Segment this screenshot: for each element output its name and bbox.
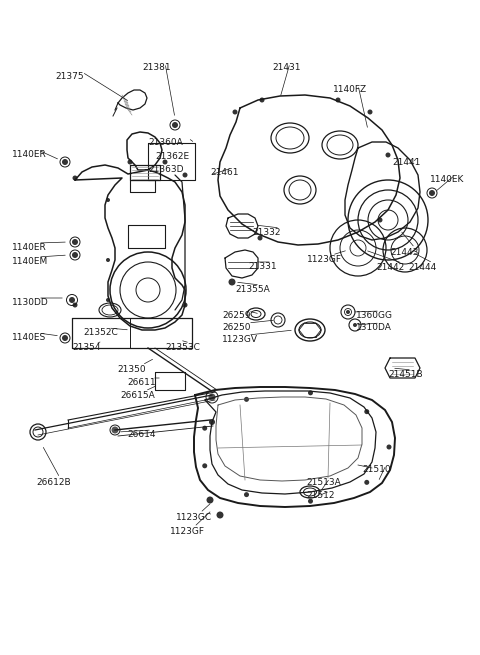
Text: 1140FZ: 1140FZ: [333, 85, 367, 94]
Text: 21443: 21443: [390, 248, 419, 257]
Text: 21352C: 21352C: [83, 328, 118, 337]
Text: 1123GC: 1123GC: [176, 513, 212, 522]
Text: 1140ER: 1140ER: [12, 243, 47, 252]
Text: 21510: 21510: [362, 465, 391, 474]
Circle shape: [208, 394, 216, 400]
Circle shape: [232, 109, 238, 115]
Text: 21512: 21512: [306, 491, 335, 500]
Circle shape: [364, 480, 369, 485]
Circle shape: [72, 176, 77, 181]
Text: 26612B: 26612B: [36, 478, 71, 487]
Text: 21375: 21375: [55, 72, 84, 81]
Text: 21353C: 21353C: [165, 343, 200, 352]
Text: 21354: 21354: [72, 343, 100, 352]
Circle shape: [257, 236, 263, 240]
Circle shape: [106, 298, 110, 302]
Circle shape: [106, 258, 110, 262]
Circle shape: [385, 153, 391, 157]
Text: 21362E: 21362E: [155, 152, 189, 161]
Text: 21441: 21441: [392, 158, 420, 167]
Text: 1140EM: 1140EM: [12, 257, 48, 266]
Text: 1310DA: 1310DA: [356, 323, 392, 332]
Text: 21381: 21381: [142, 63, 170, 72]
Circle shape: [260, 98, 264, 102]
Circle shape: [244, 492, 249, 497]
Text: 21442: 21442: [376, 263, 404, 272]
Circle shape: [163, 160, 168, 164]
Text: 1140EK: 1140EK: [430, 175, 464, 184]
Text: 26615A: 26615A: [120, 391, 155, 400]
Text: 21431: 21431: [272, 63, 300, 72]
Circle shape: [62, 159, 68, 165]
Circle shape: [182, 303, 188, 307]
Circle shape: [244, 397, 249, 402]
Text: 21350: 21350: [117, 365, 145, 374]
Circle shape: [368, 109, 372, 115]
Text: 21355A: 21355A: [235, 285, 270, 294]
Circle shape: [202, 426, 207, 431]
Text: 1140ES: 1140ES: [12, 333, 46, 342]
Text: 21461: 21461: [210, 168, 239, 177]
Circle shape: [69, 297, 75, 303]
Circle shape: [377, 217, 383, 223]
Text: 1123GF: 1123GF: [307, 255, 342, 264]
Circle shape: [216, 512, 224, 519]
Circle shape: [206, 496, 214, 504]
Circle shape: [353, 323, 357, 327]
Circle shape: [72, 239, 78, 245]
Text: 21332: 21332: [252, 228, 280, 237]
Circle shape: [111, 426, 119, 434]
Circle shape: [209, 419, 215, 425]
Text: 1140ER: 1140ER: [12, 150, 47, 159]
Text: 21360A: 21360A: [148, 138, 183, 147]
Circle shape: [182, 172, 188, 178]
Circle shape: [429, 190, 435, 196]
Text: 1360GG: 1360GG: [356, 311, 393, 320]
Text: 1123GF: 1123GF: [170, 527, 205, 536]
Circle shape: [336, 98, 340, 102]
Circle shape: [202, 463, 207, 468]
Text: 21513A: 21513A: [306, 478, 341, 487]
Circle shape: [364, 409, 369, 414]
Text: 21363D: 21363D: [148, 165, 183, 174]
Circle shape: [72, 303, 77, 307]
Text: 26259: 26259: [222, 311, 251, 320]
Circle shape: [346, 310, 350, 314]
Circle shape: [106, 198, 110, 202]
Circle shape: [172, 122, 178, 128]
Text: 26614: 26614: [127, 430, 156, 439]
Circle shape: [308, 498, 313, 504]
Text: 1123GV: 1123GV: [222, 335, 258, 344]
Text: 21444: 21444: [408, 263, 436, 272]
Text: 21331: 21331: [248, 262, 276, 271]
Circle shape: [128, 160, 132, 164]
Text: 21451B: 21451B: [388, 370, 422, 379]
Circle shape: [308, 390, 313, 396]
Circle shape: [386, 445, 392, 449]
Text: 26611: 26611: [127, 378, 156, 387]
Circle shape: [72, 252, 78, 258]
Circle shape: [228, 278, 236, 286]
Circle shape: [62, 335, 68, 341]
Text: 26250: 26250: [222, 323, 251, 332]
Text: 1130DD: 1130DD: [12, 298, 49, 307]
